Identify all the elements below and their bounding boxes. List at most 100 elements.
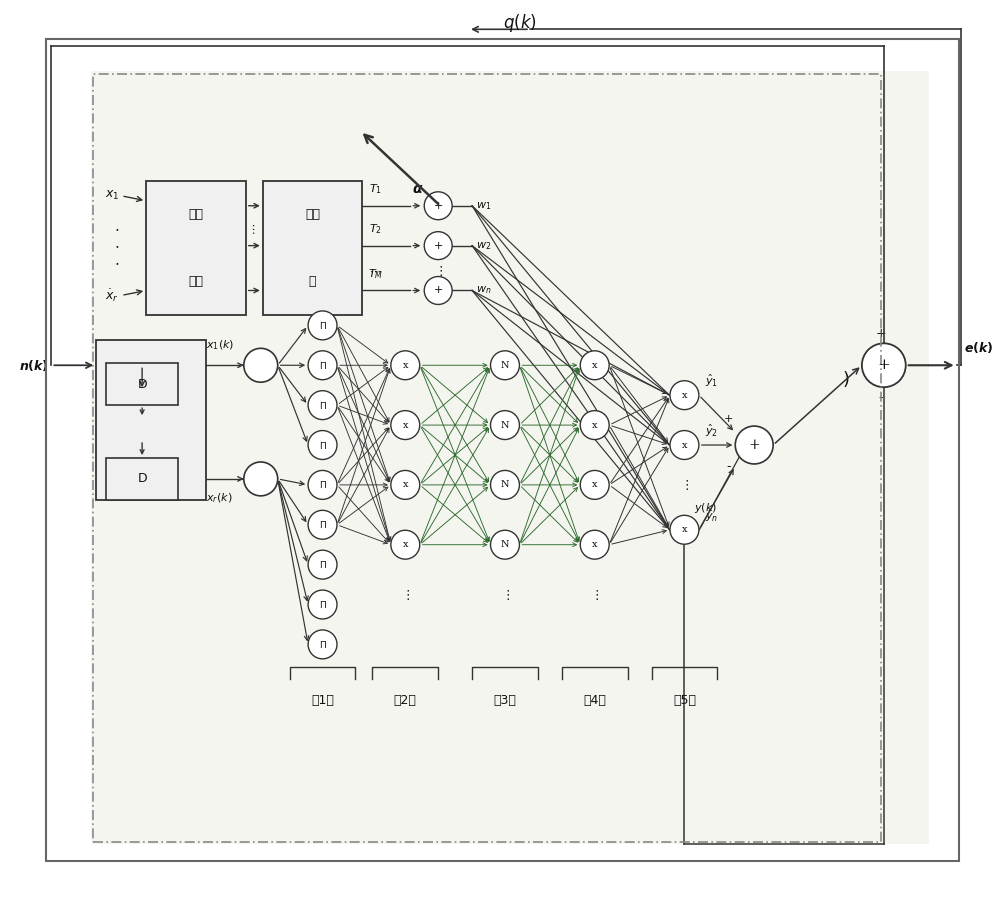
Text: x: x: [682, 526, 687, 535]
Circle shape: [580, 530, 609, 559]
Circle shape: [491, 530, 519, 559]
Circle shape: [308, 351, 337, 380]
Circle shape: [308, 590, 337, 619]
Text: 第3层: 第3层: [494, 694, 516, 707]
Text: D: D: [137, 472, 147, 485]
Text: $T_M$: $T_M$: [368, 266, 383, 281]
Text: $\vdots$: $\vdots$: [434, 264, 443, 277]
Text: $x_r(k)$: $x_r(k)$: [206, 492, 232, 506]
Text: N: N: [501, 420, 509, 429]
Text: +: +: [434, 240, 443, 250]
Circle shape: [308, 430, 337, 460]
Circle shape: [670, 516, 699, 544]
Text: $\Pi$: $\Pi$: [319, 360, 326, 371]
Bar: [93, 74, 881, 842]
Text: N: N: [501, 481, 509, 490]
Text: 第2层: 第2层: [394, 694, 417, 707]
Text: 函数: 函数: [188, 208, 203, 221]
Text: 第5层: 第5层: [673, 694, 696, 707]
Text: N: N: [501, 361, 509, 370]
Text: x: x: [682, 440, 687, 449]
Text: $\cdot$: $\cdot$: [114, 221, 119, 236]
Text: D: D: [137, 378, 147, 391]
Circle shape: [670, 381, 699, 410]
Text: $T_1$: $T_1$: [369, 182, 382, 196]
Text: $x_1(k)$: $x_1(k)$: [206, 338, 234, 352]
Text: $\hat{y}_1$: $\hat{y}_1$: [705, 373, 719, 389]
Text: x: x: [592, 361, 597, 370]
Text: x: x: [403, 540, 408, 549]
Circle shape: [308, 310, 337, 340]
Circle shape: [580, 351, 609, 380]
Circle shape: [391, 351, 420, 380]
Text: x: x: [403, 361, 408, 370]
Text: x: x: [682, 391, 687, 400]
Text: x: x: [592, 481, 597, 490]
Text: 第4层: 第4层: [583, 694, 606, 707]
Circle shape: [308, 630, 337, 659]
Circle shape: [491, 351, 519, 380]
Text: 扩展: 扩展: [188, 275, 203, 288]
Text: $\Pi$: $\Pi$: [319, 400, 326, 410]
Text: +: +: [877, 358, 890, 373]
Text: $\boldsymbol{e(k)}$: $\boldsymbol{e(k)}$: [964, 340, 993, 355]
Text: $x_1$: $x_1$: [105, 189, 119, 202]
Text: -: -: [726, 461, 731, 473]
Text: $\vdots$: $\vdots$: [590, 588, 599, 601]
Text: ): ): [842, 371, 849, 389]
Circle shape: [308, 391, 337, 419]
Circle shape: [580, 471, 609, 500]
Text: $\vdots$: $\vdots$: [401, 588, 410, 601]
Text: $\Pi$: $\Pi$: [319, 320, 326, 331]
Text: $q(k)$: $q(k)$: [503, 13, 537, 34]
Circle shape: [424, 231, 452, 259]
Text: $\cdots$: $\cdots$: [369, 266, 381, 275]
Text: $\hat{y}_n$: $\hat{y}_n$: [705, 508, 719, 524]
Text: +: +: [748, 438, 760, 452]
Text: $\hat{y}_2$: $\hat{y}_2$: [705, 423, 718, 439]
Text: $w_2$: $w_2$: [476, 239, 491, 251]
Text: $\Pi$: $\Pi$: [319, 519, 326, 530]
Circle shape: [735, 426, 773, 464]
Text: $\Pi$: $\Pi$: [319, 559, 326, 570]
Text: $\Pi$: $\Pi$: [319, 480, 326, 491]
Text: $w_1$: $w_1$: [476, 200, 491, 212]
Text: x: x: [403, 420, 408, 429]
Bar: [96, 340, 206, 500]
Text: $\vdots$: $\vdots$: [501, 588, 509, 601]
Text: 第1层: 第1层: [311, 694, 334, 707]
Text: -: -: [879, 391, 883, 404]
Bar: [106, 458, 178, 500]
Circle shape: [424, 192, 452, 220]
Text: $\cdot$: $\cdot$: [114, 255, 119, 270]
Text: $\cdots$: $\cdots$: [164, 413, 178, 428]
Text: $y(k)$: $y(k)$: [694, 500, 717, 515]
Circle shape: [391, 471, 420, 500]
Circle shape: [670, 430, 699, 460]
Circle shape: [580, 410, 609, 439]
Circle shape: [491, 471, 519, 500]
Circle shape: [391, 530, 420, 559]
Circle shape: [862, 343, 906, 387]
Bar: [146, 181, 246, 315]
Text: x: x: [592, 420, 597, 429]
Text: x: x: [403, 481, 408, 490]
Circle shape: [244, 462, 278, 496]
Text: $\cdots$: $\cdots$: [249, 223, 259, 235]
Text: +: +: [724, 414, 733, 424]
Text: $\cdot$: $\cdot$: [114, 238, 119, 253]
Bar: [263, 181, 362, 315]
Text: $\Pi$: $\Pi$: [319, 439, 326, 451]
Text: 化: 化: [309, 275, 316, 288]
Text: $\vdots$: $\vdots$: [137, 420, 147, 436]
Text: $w_n$: $w_n$: [476, 284, 492, 296]
Circle shape: [391, 410, 420, 439]
Text: +: +: [434, 285, 443, 295]
Text: $T_2$: $T_2$: [369, 222, 382, 236]
Circle shape: [308, 510, 337, 539]
Circle shape: [424, 276, 452, 304]
Text: x: x: [592, 540, 597, 549]
Text: N: N: [501, 540, 509, 549]
Text: 标准: 标准: [305, 208, 320, 221]
Text: $\boldsymbol{n(k)}$: $\boldsymbol{n(k)}$: [19, 358, 48, 373]
